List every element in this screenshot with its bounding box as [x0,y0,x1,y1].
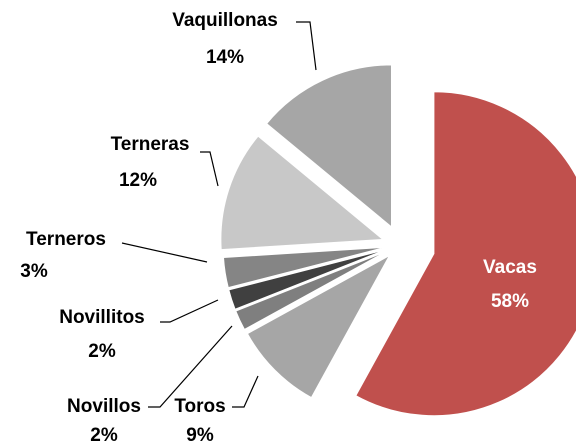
leader-line [200,151,219,187]
pie-slice [265,64,392,228]
slice-label: Vaquillonas [172,10,278,31]
pie-slice [246,254,391,399]
slice-value-label: 14% [206,47,244,68]
pie-slice [220,135,385,251]
leader-line [148,325,233,408]
leader-line [160,299,219,323]
leader-line [232,375,259,408]
slice-label: Vacas [483,257,537,278]
pie-slice [355,91,576,417]
slice-value-label: 58% [491,291,529,312]
slice-label: Terneros [26,229,106,250]
labels: Vacas 58% Toros 9% Novillos 2% Novillitos 2% Ter… [20,10,537,444]
slice-label: Novillitos [59,307,145,328]
pie-slice [228,249,386,310]
slice-value-label: 2% [88,341,116,362]
slice-label: Terneras [111,134,190,155]
leader-line [296,21,317,71]
slice-label: Toros [174,396,225,417]
leader-line [121,242,208,263]
slice-value-label: 3% [20,261,48,282]
pie-slice [235,250,387,331]
slice-label: Novillos [67,396,141,417]
slice-value-label: 9% [186,425,214,444]
slice-value-label: 2% [90,425,118,444]
pie [220,64,576,417]
slice-value-label: 12% [119,170,157,191]
pie-slice [222,246,386,289]
